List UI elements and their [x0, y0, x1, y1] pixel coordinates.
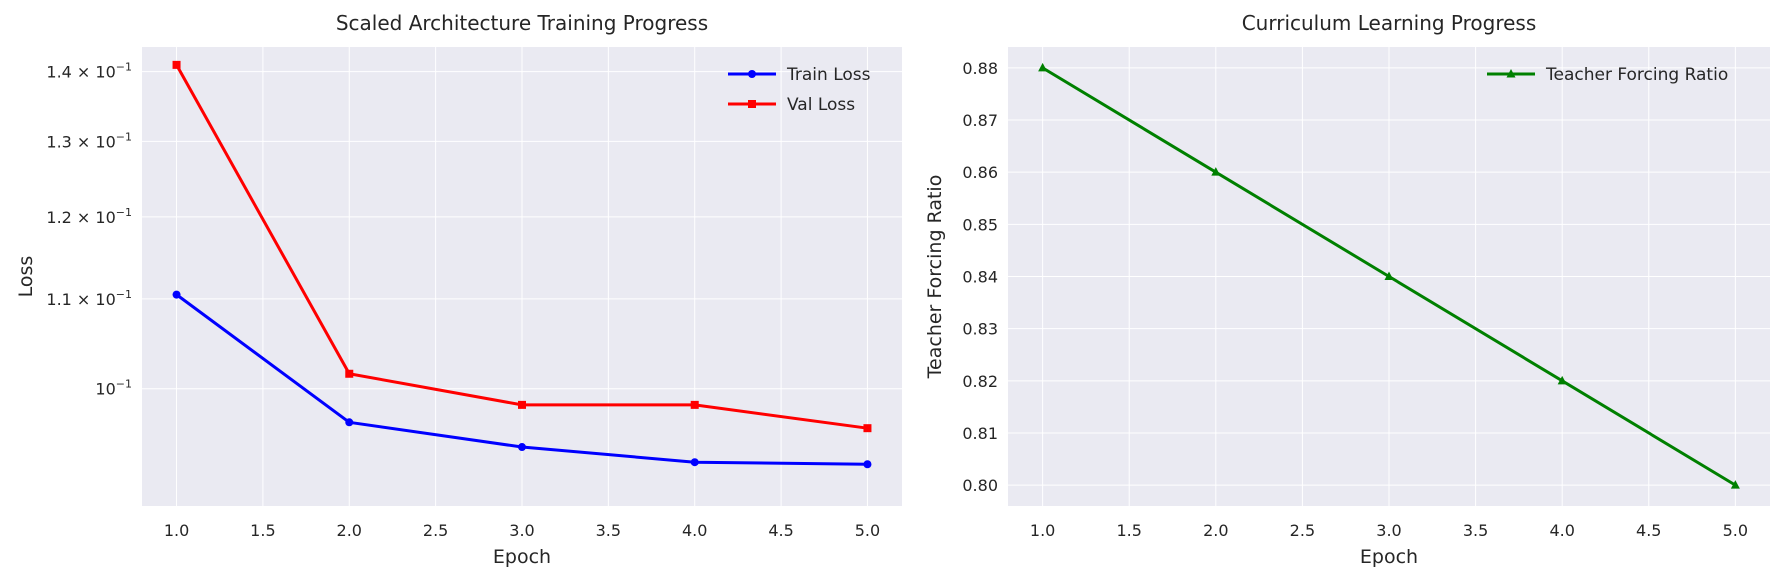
teacher-forcing-y-tick-label: 0.83	[962, 320, 998, 339]
train-loss-point	[345, 418, 354, 427]
teacher-forcing-ratio-point	[1211, 167, 1221, 176]
val-loss-legend-marker	[748, 100, 756, 108]
train-loss-legend-marker	[748, 70, 756, 78]
val-loss-point	[172, 60, 181, 69]
loss-series-group	[172, 60, 872, 469]
loss-x-tick-label: 5.0	[855, 521, 880, 540]
teacher-forcing-y-tick-label: 0.84	[962, 268, 998, 287]
loss-x-tick-label: 2.0	[337, 521, 362, 540]
val-loss-legend-label: Val Loss	[787, 95, 855, 115]
teacher-forcing-legend: Teacher Forcing Ratio	[1487, 65, 1728, 85]
loss-y-tick-label: 1.4 × 10−1	[46, 61, 132, 82]
train-loss-point	[518, 443, 526, 452]
teacher-forcing-x-tick-label: 5.0	[1723, 521, 1748, 540]
val-loss-point	[863, 424, 872, 433]
loss-x-tick-label: 2.5	[423, 521, 448, 540]
teacher-forcing-y-tick-label: 0.81	[962, 424, 998, 443]
loss-y-tick-label: 1.2 × 10−1	[46, 206, 132, 227]
loss-legend: Train Loss Val Loss	[728, 65, 871, 115]
loss-x-ticks: 1.0 1.5 2.0 2.5 3.0 3.5 4.0 4.5 5.0	[164, 521, 880, 540]
teacher-forcing-y-tick-label: 0.86	[962, 163, 998, 182]
teacher-forcing-y-tick-label: 0.88	[962, 59, 998, 78]
loss-grid	[142, 47, 902, 506]
teacher-forcing-ratio-legend-label: Teacher Forcing Ratio	[1545, 65, 1728, 85]
loss-x-tick-label: 4.0	[682, 521, 707, 540]
loss-x-tick-label: 3.0	[509, 521, 534, 540]
train-loss-point	[863, 460, 872, 469]
teacher-forcing-series-group	[1038, 62, 1740, 489]
train-loss-point	[690, 458, 699, 467]
teacher-forcing-x-tick-label: 4.5	[1636, 521, 1661, 540]
val-loss-point	[518, 400, 526, 409]
teacher-forcing-ratio-point	[1557, 375, 1567, 385]
teacher-forcing-x-tick-label: 2.5	[1290, 521, 1315, 540]
teacher-forcing-grid	[1008, 47, 1770, 506]
loss-x-tick-label: 4.5	[768, 521, 793, 540]
teacher-forcing-x-ticks: 1.0 1.5 2.0 2.5 3.0 3.5 4.0 4.5 5.0	[1030, 521, 1748, 540]
teacher-forcing-y-ticks: 0.80 0.81 0.82 0.83 0.84 0.85 0.86 0.87 0.88	[962, 59, 998, 495]
loss-x-axis-label: Epoch	[493, 546, 551, 568]
train-loss-legend-label: Train Loss	[786, 65, 871, 85]
loss-x-tick-label: 1.5	[250, 521, 275, 540]
teacher-forcing-x-tick-label: 1.0	[1030, 521, 1055, 540]
loss-y-tick-label: 1.1 × 10−1	[46, 288, 132, 309]
teacher-forcing-chart-title: Curriculum Learning Progress	[1242, 11, 1537, 35]
teacher-forcing-ratio-point	[1384, 271, 1394, 280]
teacher-forcing-ratio-point	[1730, 480, 1740, 489]
loss-x-tick-label: 1.0	[164, 521, 189, 540]
val-loss-point	[345, 369, 354, 378]
teacher-forcing-y-tick-label: 0.85	[962, 215, 998, 234]
loss-y-ticks: 10−1 1.1 × 10−1 1.2 × 10−1 1.3 × 10−1 1.4 × …	[46, 61, 132, 399]
teacher-forcing-y-tick-label: 0.87	[962, 111, 998, 130]
teacher-forcing-x-tick-label: 3.5	[1463, 521, 1488, 540]
teacher-forcing-y-tick-label: 0.82	[962, 372, 998, 391]
teacher-forcing-y-axis-label: Teacher Forcing Ratio	[924, 175, 946, 380]
teacher-forcing-chart-panel: 1.0 1.5 2.0 2.5 3.0 3.5 4.0 4.5 5.0 0.80 0.81 0.82…	[924, 11, 1770, 568]
loss-y-axis-label: Loss	[15, 256, 37, 298]
val-loss-point	[690, 400, 699, 409]
teacher-forcing-y-tick-label: 0.80	[962, 476, 998, 495]
train-loss-point	[172, 290, 181, 299]
teacher-forcing-x-tick-label: 4.0	[1549, 521, 1574, 540]
loss-chart-title: Scaled Architecture Training Progress	[336, 11, 708, 35]
teacher-forcing-x-tick-label: 1.5	[1117, 521, 1142, 540]
loss-y-tick-label: 10−1	[95, 378, 132, 399]
teacher-forcing-ratio-point	[1038, 62, 1048, 72]
loss-y-tick-label: 1.3 × 10−1	[46, 130, 132, 151]
teacher-forcing-x-tick-label: 3.0	[1376, 521, 1401, 540]
teacher-forcing-ratio-legend-marker	[1506, 69, 1516, 78]
loss-x-tick-label: 3.5	[596, 521, 621, 540]
loss-chart-panel: 1.0 1.5 2.0 2.5 3.0 3.5 4.0 4.5 5.0 10−1 1.1 × 10…	[15, 11, 902, 568]
teacher-forcing-x-axis-label: Epoch	[1360, 546, 1418, 568]
teacher-forcing-x-tick-label: 2.0	[1203, 521, 1228, 540]
